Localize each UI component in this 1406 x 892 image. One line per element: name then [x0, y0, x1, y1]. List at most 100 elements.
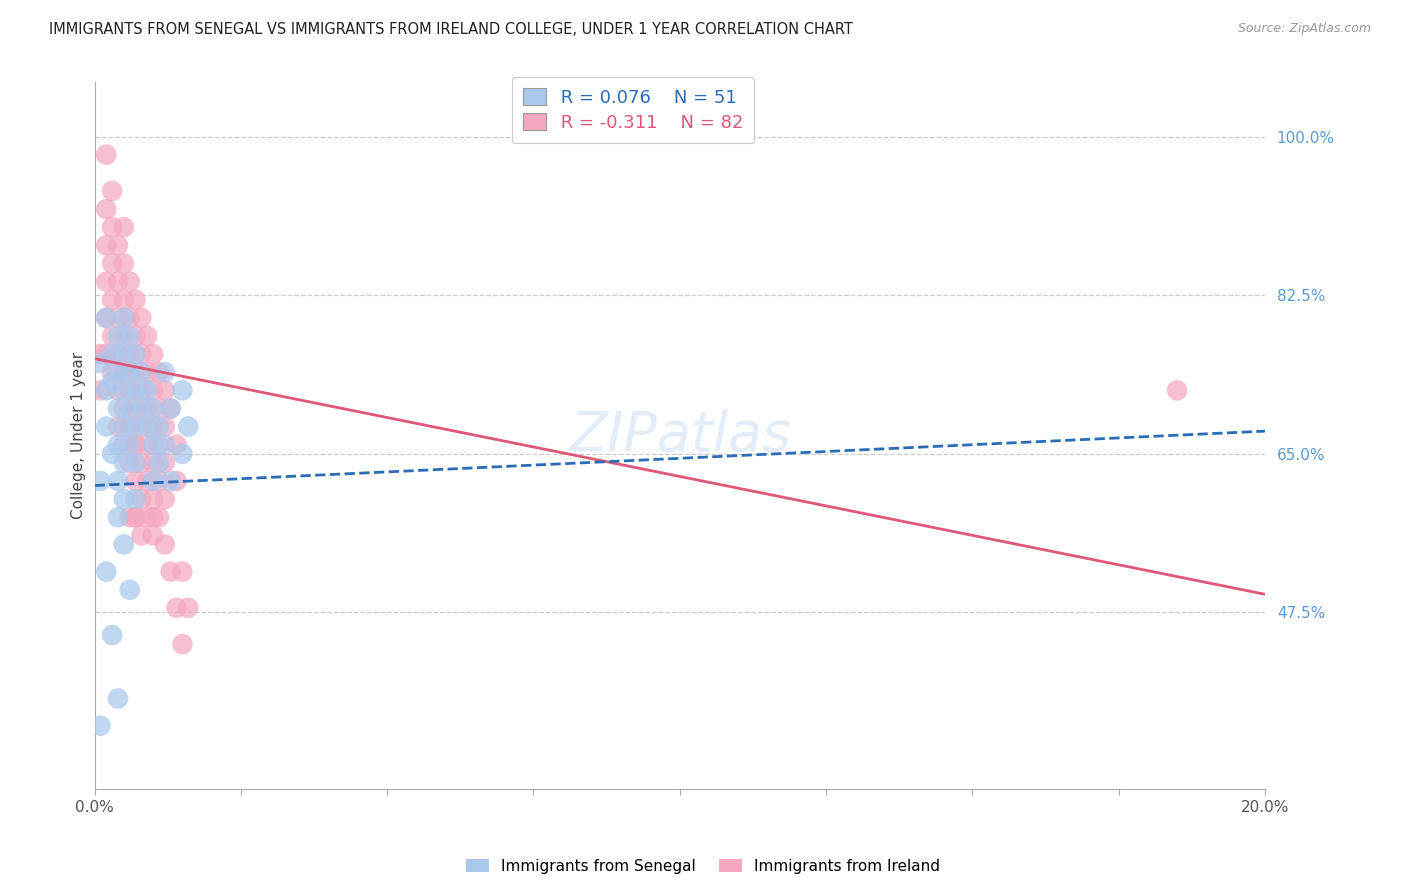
- Point: [166, 438, 188, 452]
- Point: [112, 293, 135, 307]
- Point: [118, 510, 141, 524]
- Point: [112, 401, 135, 416]
- Point: [101, 374, 124, 388]
- Point: [159, 474, 181, 488]
- Point: [142, 384, 165, 398]
- Point: [131, 365, 153, 379]
- Point: [142, 474, 165, 488]
- Point: [118, 329, 141, 343]
- Point: [96, 384, 118, 398]
- Point: [96, 147, 118, 161]
- Point: [142, 438, 165, 452]
- Point: [118, 384, 141, 398]
- Point: [177, 419, 200, 434]
- Point: [124, 293, 146, 307]
- Point: [101, 447, 124, 461]
- Point: [136, 474, 159, 488]
- Point: [89, 347, 111, 361]
- Point: [112, 347, 135, 361]
- Point: [131, 384, 153, 398]
- Point: [131, 419, 153, 434]
- Point: [153, 456, 176, 470]
- Point: [124, 365, 146, 379]
- Point: [148, 419, 170, 434]
- Point: [124, 510, 146, 524]
- Point: [112, 256, 135, 270]
- Point: [118, 582, 141, 597]
- Point: [96, 275, 118, 289]
- Legend:  R = 0.076    N = 51,  R = -0.311    N = 82: R = 0.076 N = 51, R = -0.311 N = 82: [512, 77, 754, 143]
- Point: [112, 365, 135, 379]
- Point: [112, 419, 135, 434]
- Point: [96, 310, 118, 325]
- Point: [148, 401, 170, 416]
- Point: [112, 438, 135, 452]
- Point: [136, 401, 159, 416]
- Point: [136, 365, 159, 379]
- Point: [142, 419, 165, 434]
- Point: [124, 438, 146, 452]
- Point: [153, 537, 176, 551]
- Point: [142, 528, 165, 542]
- Point: [107, 510, 129, 524]
- Point: [124, 510, 146, 524]
- Point: [124, 419, 146, 434]
- Point: [101, 329, 124, 343]
- Text: ZIPatlas: ZIPatlas: [569, 409, 790, 462]
- Point: [118, 438, 141, 452]
- Point: [118, 347, 141, 361]
- Point: [107, 438, 129, 452]
- Point: [159, 401, 181, 416]
- Point: [96, 347, 118, 361]
- Point: [131, 528, 153, 542]
- Point: [96, 202, 118, 216]
- Point: [142, 347, 165, 361]
- Point: [159, 565, 181, 579]
- Point: [148, 365, 170, 379]
- Point: [107, 310, 129, 325]
- Point: [136, 329, 159, 343]
- Point: [136, 384, 159, 398]
- Point: [118, 401, 141, 416]
- Point: [177, 600, 200, 615]
- Point: [153, 438, 176, 452]
- Point: [101, 184, 124, 198]
- Point: [112, 537, 135, 551]
- Point: [166, 600, 188, 615]
- Point: [112, 329, 135, 343]
- Point: [166, 474, 188, 488]
- Point: [101, 628, 124, 642]
- Point: [136, 419, 159, 434]
- Point: [96, 419, 118, 434]
- Point: [107, 401, 129, 416]
- Point: [89, 719, 111, 733]
- Point: [118, 365, 141, 379]
- Text: Source: ZipAtlas.com: Source: ZipAtlas.com: [1237, 22, 1371, 36]
- Point: [153, 419, 176, 434]
- Point: [124, 384, 146, 398]
- Point: [153, 365, 176, 379]
- Point: [107, 329, 129, 343]
- Point: [107, 384, 129, 398]
- Point: [96, 238, 118, 252]
- Point: [96, 310, 118, 325]
- Point: [172, 447, 194, 461]
- Point: [148, 438, 170, 452]
- Point: [172, 384, 194, 398]
- Point: [89, 356, 111, 370]
- Point: [124, 438, 146, 452]
- Point: [159, 401, 181, 416]
- Point: [142, 492, 165, 507]
- Point: [112, 456, 135, 470]
- Point: [124, 329, 146, 343]
- Point: [107, 474, 129, 488]
- Point: [131, 492, 153, 507]
- Point: [112, 220, 135, 235]
- Point: [136, 438, 159, 452]
- Point: [172, 565, 194, 579]
- Point: [124, 456, 146, 470]
- Point: [101, 293, 124, 307]
- Point: [131, 347, 153, 361]
- Point: [101, 347, 124, 361]
- Point: [136, 510, 159, 524]
